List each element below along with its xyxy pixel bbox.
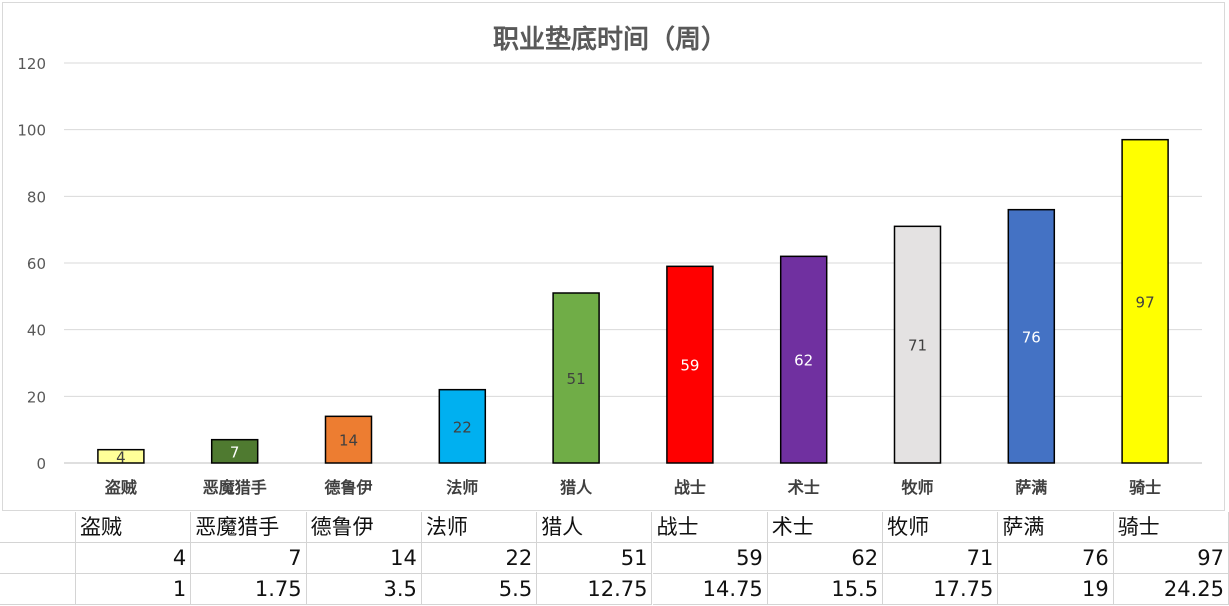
sheet-cell[interactable]: 恶魔猎手 [191, 512, 307, 543]
bar [97, 448, 145, 464]
data-label: 4 [116, 448, 126, 466]
sheet-cell[interactable]: 71 [883, 543, 999, 574]
sheet-row-stub[interactable] [0, 543, 76, 574]
bar [666, 265, 714, 464]
sheet-cell[interactable]: 牧师 [883, 512, 999, 543]
sheet-cell[interactable]: 76 [998, 543, 1114, 574]
x-tick-label: 盗贼 [105, 478, 137, 497]
sheet-cell[interactable]: 19 [998, 574, 1114, 605]
sheet-cell[interactable]: 24.25 [1113, 574, 1229, 605]
y-tick-label: 100 [17, 122, 46, 140]
y-tick-label: 120 [17, 55, 46, 73]
sheet-row: 盗贼 恶魔猎手 德鲁伊 法师 猎人 战士 术士 牧师 萨满 骑士 [0, 512, 1229, 543]
y-tick-label: 20 [27, 388, 46, 406]
sheet-cell[interactable]: 62 [767, 543, 884, 574]
bar [779, 255, 828, 464]
sheet-cell[interactable]: 1 [76, 574, 192, 605]
sheet-cell[interactable]: 22 [421, 543, 538, 574]
spreadsheet-data-table: 盗贼 恶魔猎手 德鲁伊 法师 猎人 战士 术士 牧师 萨满 骑士 4 7 14 22 51 59 62 71 76 9… [0, 512, 1229, 606]
sheet-cell[interactable]: 骑士 [1113, 512, 1229, 543]
bar [210, 438, 259, 464]
x-tick-label: 恶魔猎手 [203, 478, 267, 497]
data-label: 97 [1136, 293, 1155, 311]
data-label: 62 [794, 352, 813, 370]
bar [1007, 208, 1056, 464]
sheet-cell[interactable]: 15.5 [767, 574, 884, 605]
sheet-row-stub[interactable] [0, 512, 76, 543]
sheet-cell[interactable]: 14 [306, 543, 422, 574]
y-tick-label: 0 [36, 455, 46, 473]
chart-title: 职业垫底时间（周） [493, 24, 727, 55]
sheet-cell[interactable]: 17.75 [883, 574, 999, 605]
chart-border [2, 2, 1225, 511]
bar [324, 415, 373, 464]
sheet-cell[interactable]: 术士 [767, 512, 884, 543]
data-label: 71 [908, 337, 927, 355]
sheet-cell[interactable]: 7 [191, 543, 307, 574]
data-label: 51 [567, 370, 586, 388]
sheet-cell[interactable]: 萨满 [998, 512, 1114, 543]
sheet-cell[interactable]: 1.75 [191, 574, 307, 605]
sheet-cell[interactable]: 97 [1113, 543, 1229, 574]
sheet-cell[interactable]: 猎人 [537, 512, 653, 543]
x-tick-label: 萨满 [1015, 478, 1047, 497]
x-tick-label: 法师 [446, 478, 478, 497]
sheet-cell[interactable]: 3.5 [306, 574, 422, 605]
sheet-cell[interactable]: 4 [76, 543, 192, 574]
x-tick-label: 术士 [787, 478, 820, 497]
sheet-row-stub[interactable] [0, 574, 76, 605]
y-tick-label: 80 [27, 188, 46, 206]
y-tick-label: 60 [27, 255, 46, 273]
x-tick-label: 牧师 [901, 478, 933, 497]
data-label: 7 [230, 443, 240, 461]
data-label: 76 [1022, 328, 1041, 346]
bar [552, 292, 600, 464]
sheet-row: 1 1.75 3.5 5.5 12.75 14.75 15.5 17.75 19 24.25 [0, 574, 1229, 605]
data-label: 22 [453, 418, 472, 436]
bar [1121, 138, 1169, 464]
sheet-row: 4 7 14 22 51 59 62 71 76 97 [0, 543, 1229, 574]
x-tick-label: 骑士 [1129, 478, 1161, 497]
x-tick-label: 战士 [674, 478, 706, 497]
y-tick-label: 40 [27, 322, 46, 340]
x-tick-label: 德鲁伊 [324, 478, 372, 497]
x-tick-label: 猎人 [560, 478, 593, 497]
bar [893, 225, 942, 464]
sheet-cell[interactable]: 德鲁伊 [306, 512, 422, 543]
sheet-cell[interactable]: 14.75 [652, 574, 768, 605]
sheet-cell[interactable]: 51 [537, 543, 653, 574]
sheet-cell[interactable]: 12.75 [537, 574, 653, 605]
bar [438, 388, 487, 464]
chart-area[interactable]: 职业垫底时间（周） 0 20 40 60 80 100 120 4 盗贼 7 恶魔猎手 14 德鲁伊 22 法… [0, 0, 1229, 512]
sheet-cell[interactable]: 战士 [652, 512, 768, 543]
sheet-cell[interactable]: 5.5 [421, 574, 538, 605]
sheet-cell[interactable]: 59 [652, 543, 768, 574]
data-label: 14 [339, 432, 358, 450]
bar-chart: 职业垫底时间（周） 0 20 40 60 80 100 120 4 盗贼 7 恶魔猎手 14 德鲁伊 22 法… [2, 2, 1225, 511]
data-label: 59 [680, 357, 699, 375]
sheet-cell[interactable]: 盗贼 [76, 512, 192, 543]
sheet-cell[interactable]: 法师 [421, 512, 538, 543]
